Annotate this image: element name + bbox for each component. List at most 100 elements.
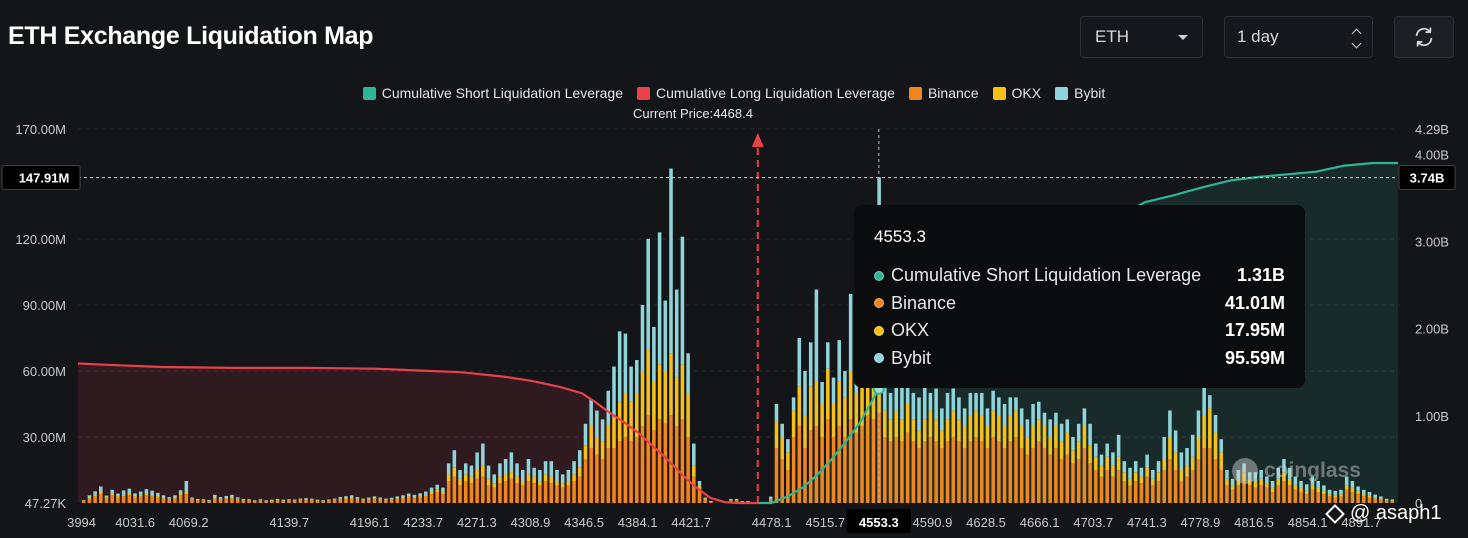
asset-select[interactable]: ETH (1080, 16, 1203, 58)
bar-okx (498, 476, 502, 484)
bar-okx (697, 485, 702, 490)
bar-bybit (1333, 490, 1338, 496)
bar-binance (1105, 469, 1109, 503)
bar-binance (99, 494, 103, 503)
bar-binance (786, 469, 790, 503)
bar-okx (572, 474, 576, 481)
x-tick-label: 4816.5 (1234, 515, 1274, 530)
bar-bybit (401, 495, 405, 498)
bar-bybit (837, 340, 841, 382)
x-tick-label: 4196.1 (350, 515, 390, 530)
bar-binance (1287, 485, 1292, 503)
bar-binance (235, 499, 240, 503)
legend-item[interactable]: Cumulative Short Liquidation Leverage (362, 85, 623, 101)
bar-binance (572, 480, 576, 503)
bar-bybit (826, 342, 830, 369)
long-liquidation-line (77, 362, 758, 505)
bar-binance (1202, 447, 1206, 503)
legend-item[interactable]: OKX (992, 85, 1041, 101)
bar-okx (1362, 494, 1366, 497)
legend-item[interactable]: Binance (908, 85, 979, 101)
bar-binance (877, 412, 881, 503)
bar-okx (740, 501, 745, 502)
bar-binance (452, 476, 457, 503)
bar-okx (298, 499, 303, 501)
x-tick-label: 4308.9 (511, 515, 551, 530)
bar-bybit (458, 469, 462, 479)
bar-bybit (1190, 434, 1195, 457)
bar-okx (928, 410, 933, 437)
bar-bybit (1042, 412, 1047, 426)
bar-bybit (1008, 397, 1013, 415)
y-right-tick-label: 2.00B (1415, 322, 1449, 337)
bar-bybit (1065, 419, 1070, 433)
bar-okx (663, 370, 668, 424)
bar-okx (911, 419, 916, 442)
bar-okx (1367, 495, 1372, 498)
bar-bybit (150, 490, 154, 496)
bar-binance (161, 498, 166, 503)
bar-bybit (1265, 476, 1269, 484)
bar-binance (640, 425, 645, 503)
bar-binance (1390, 501, 1395, 503)
bar-binance (957, 441, 961, 503)
bar-bybit (167, 497, 171, 499)
bar-binance (883, 436, 887, 503)
bar-bybit (997, 397, 1001, 415)
bar-okx (1094, 456, 1098, 470)
bar-bybit (372, 496, 377, 499)
bar-bybit (1213, 414, 1218, 433)
bar-bybit (1322, 485, 1326, 491)
bar-okx (1213, 432, 1218, 459)
bar-okx (780, 436, 784, 459)
bar-binance (1156, 480, 1161, 503)
bar-binance (900, 441, 904, 503)
crosshair-right-box (1398, 165, 1456, 191)
bar-okx (940, 430, 944, 448)
bar-bybit (1316, 480, 1320, 488)
bar-bybit (595, 410, 599, 437)
bar-bybit (1247, 472, 1252, 479)
bar-binance (1316, 492, 1320, 503)
legend-item[interactable]: Cumulative Long Liquidation Leverage (637, 85, 895, 101)
bar-okx (1390, 500, 1395, 502)
bar-binance (1344, 489, 1349, 503)
bar-bybit (104, 495, 109, 498)
y-left-tick-label: 170.00M (15, 122, 66, 137)
bar-binance (310, 500, 314, 503)
bar-bybit (1111, 452, 1115, 466)
bar-okx (503, 474, 508, 481)
bar-okx (1219, 452, 1224, 470)
bar-binance (1116, 469, 1121, 503)
bar-bybit (81, 500, 86, 501)
bar-bybit (486, 465, 491, 479)
bar-bybit (538, 469, 542, 481)
bar-bybit (1339, 489, 1343, 495)
bar-bybit (1059, 423, 1064, 442)
bar-binance (247, 500, 251, 503)
bar-bybit (292, 499, 297, 501)
bar-binance (917, 447, 921, 503)
bar-binance (674, 425, 679, 503)
refresh-button[interactable] (1394, 16, 1454, 58)
bar-binance (629, 441, 633, 503)
bar-okx (1042, 425, 1047, 448)
bar-bybit (1390, 499, 1395, 501)
bar-okx (1133, 472, 1138, 481)
bar-bybit (1225, 469, 1229, 479)
legend-item[interactable]: Bybit (1055, 85, 1105, 101)
time-range-select[interactable]: 1 day (1224, 16, 1373, 58)
bar-binance (469, 483, 474, 503)
bar-okx (774, 421, 779, 448)
bar-okx (791, 410, 796, 437)
bar-bybit (674, 289, 679, 378)
y-right-tick-label: 0 (1415, 496, 1422, 511)
coinglass-logo-icon (1232, 458, 1258, 484)
tooltip-row: Cumulative Short Liquidation Leverage 1.3… (874, 262, 1285, 290)
bar-binance (156, 497, 160, 503)
bar-binance (201, 500, 206, 503)
bar-binance (1379, 499, 1383, 503)
bar-bybit (1384, 498, 1389, 501)
bar-binance (697, 489, 702, 503)
bar-okx (1145, 467, 1149, 477)
